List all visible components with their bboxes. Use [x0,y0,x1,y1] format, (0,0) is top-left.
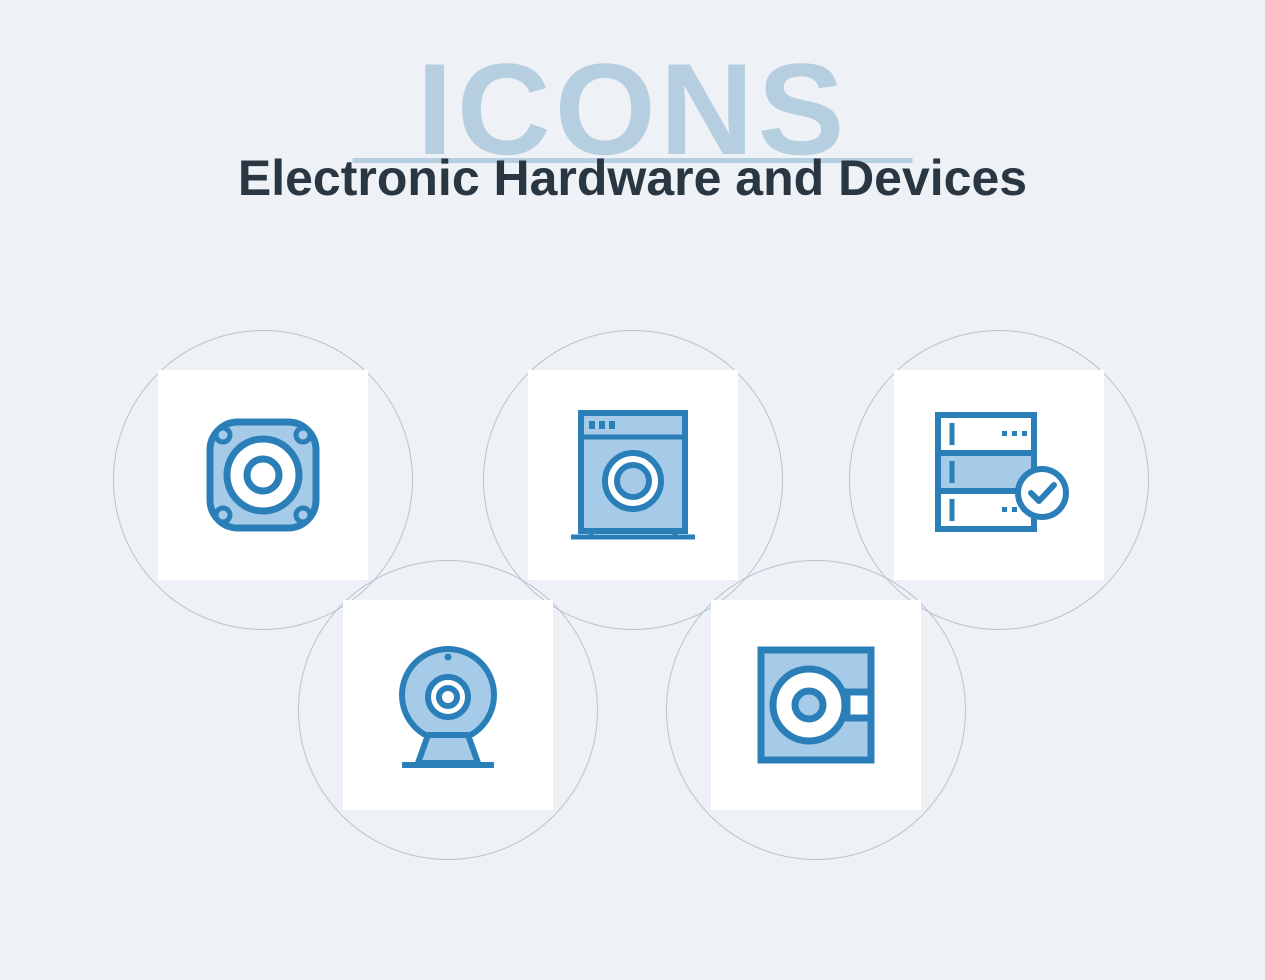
icon-card [894,370,1104,580]
icon-grid [113,330,1153,850]
washing-machine-icon [563,405,703,545]
icon-card [528,370,738,580]
icon-card [711,600,921,810]
watermark-text: ICONS [417,70,849,148]
header: ICONS Electronic Hardware and Devices [0,70,1265,207]
icon-card [158,370,368,580]
disc-drive-icon [751,640,881,770]
server-check-icon [924,405,1074,545]
speaker-icon [198,410,328,540]
webcam-icon [378,635,518,775]
icon-card [343,600,553,810]
page-title: Electronic Hardware and Devices [0,149,1265,207]
